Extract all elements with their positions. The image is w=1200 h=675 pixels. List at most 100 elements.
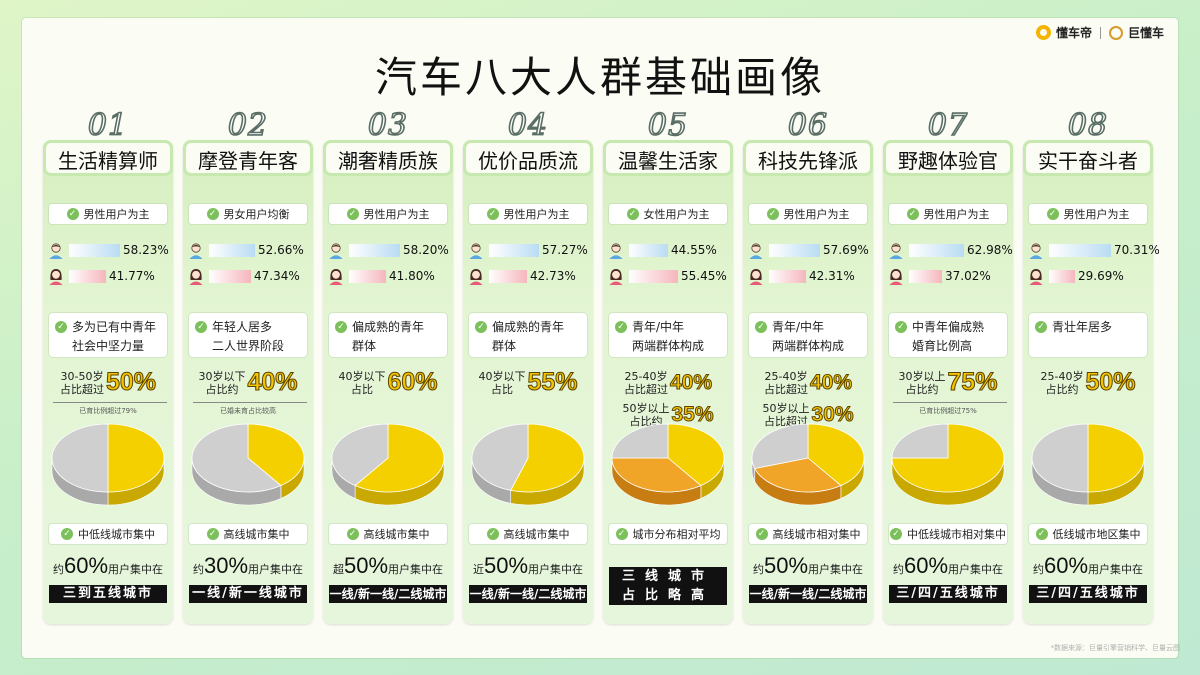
female-share-row: 41.80% [327, 267, 451, 285]
city-tier-tag: ✓ 城市分布相对平均 [609, 524, 727, 544]
age-pie-chart [891, 423, 1005, 506]
age-profile-text: 多为已有中青年 社会中坚力量 [72, 318, 156, 356]
age-stat-1-range: 25-40岁 [1040, 369, 1084, 383]
check-icon: ✓ [766, 208, 779, 220]
male-share-bar [349, 243, 400, 257]
city-tier-tag: ✓ 中低线城市相对集中 [889, 524, 1007, 544]
city-share-suffix: 用户集中在 [808, 563, 864, 576]
city-share-suffix: 用户集中在 [248, 563, 304, 576]
persona-card: 温馨生活家 ✓ 女性用户为主 44.55% 55.45% ✓ 青年/中年 两端群体构成 25-4… [603, 140, 733, 624]
age-stat-1: 25-40岁 占比超过 40% [743, 370, 873, 396]
city-tier-tag: ✓ 高线城市集中 [189, 524, 307, 544]
age-profile-line-1: 年轻人居多 [212, 320, 273, 334]
male-share-bar [69, 243, 120, 257]
age-stat-2-value: 35% [671, 403, 714, 427]
age-stat-1-label: 30岁以下 占比约 [198, 370, 245, 396]
female-share-value: 37.02% [945, 269, 991, 283]
check-icon: ✓ [1035, 528, 1048, 540]
check-icon: ✓ [486, 208, 499, 220]
age-profile-line-2: 二人世界阶段 [212, 339, 285, 353]
male-user-icon [887, 241, 905, 259]
persona-card: 野趣体验官 ✓ 男性用户为主 62.98% 37.02% ✓ 中青年偏成熟 婚育比例高 30岁以… [883, 140, 1013, 624]
note-divider [193, 402, 307, 403]
age-stat-1-range: 40岁以下 [338, 369, 386, 383]
city-tier-tag-label: 高线城市集中 [223, 528, 290, 541]
age-profile-tag: ✓ 青年/中年 两端群体构成 [609, 313, 727, 357]
age-profile-line-1: 偏成熟的青年 [352, 320, 425, 334]
pie-slice-1 [191, 423, 282, 493]
check-icon: ✓ [615, 528, 628, 540]
age-profile-tag: ✓ 多为已有中青年 社会中坚力量 [49, 313, 167, 357]
persona-number: 08 [1067, 107, 1109, 144]
city-tier-tag-label: 中低线城市相对集中 [907, 528, 1006, 541]
female-share-row: 47.34% [187, 267, 311, 285]
age-stat-1-label: 30-50岁 占比超过 [60, 370, 104, 396]
gender-tag: ✓ 男性用户为主 [889, 204, 1007, 224]
female-user-icon [1027, 267, 1045, 285]
female-share-value: 47.34% [254, 269, 300, 283]
city-tier-bar: 一线/新一线/二线城市 [469, 585, 587, 603]
female-share-row: 29.69% [1027, 267, 1151, 285]
gender-tag-label: 男性用户为主 [1063, 208, 1130, 221]
age-stat-1-value: 50% [1085, 368, 1136, 397]
check-icon: ✓ [906, 208, 919, 220]
persona-name: 优价品质流 [463, 140, 593, 176]
age-profile-line-2: 两端群体构成 [632, 339, 705, 353]
female-share-bar [769, 269, 806, 283]
age-stat-1-label: 25-40岁 占比约 [1040, 370, 1083, 396]
city-share-line: 约60%用户集中在 [1023, 553, 1153, 579]
male-share-value: 44.55% [671, 243, 717, 257]
age-profile-line-1: 青壮年居多 [1052, 320, 1113, 334]
age-profile-text: 青壮年居多 [1052, 318, 1112, 337]
city-tier-tag: ✓ 低线城市地区集中 [1029, 524, 1147, 544]
male-user-icon [1027, 241, 1045, 259]
male-share-row: 57.27% [467, 241, 591, 259]
age-profile-line-2: 群体 [352, 339, 377, 353]
judongche-logo-icon [1108, 25, 1123, 40]
age-profile-tag: ✓ 年轻人居多 二人世界阶段 [189, 313, 307, 357]
male-share-value: 62.98% [967, 243, 1013, 257]
persona-name: 野趣体验官 [883, 140, 1013, 176]
pie-slice-1 [754, 457, 842, 493]
female-share-bar [489, 269, 527, 283]
check-icon: ✓ [1035, 321, 1047, 333]
age-stat-1-value: 75% [947, 368, 998, 397]
male-share-row: 57.69% [747, 241, 871, 259]
age-profile-text: 青年/中年 两端群体构成 [772, 318, 844, 356]
male-share-value: 58.23% [123, 243, 169, 257]
persona-card: 摩登青年客 ✓ 男女用户均衡 52.66% 47.34% ✓ 年轻人居多 二人世界阶段 30岁以… [183, 140, 313, 624]
persona-name: 生活精算师 [43, 140, 173, 176]
marital-note: 已育比例超过79% [79, 407, 137, 415]
pie-slice-0 [247, 423, 305, 486]
check-icon: ✓ [346, 208, 359, 220]
age-profile-tag: ✓ 偏成熟的青年 群体 [329, 313, 447, 357]
city-share-prefix: 约 [192, 563, 204, 576]
age-stat-1-desc: 占比 [350, 382, 373, 396]
age-stat-1-desc: 占比超过 [763, 383, 808, 396]
age-stat-2-value: 30% [811, 403, 854, 427]
city-share-value: 60% [63, 553, 109, 578]
age-stat-1-value: 40% [247, 368, 298, 397]
male-share-bar [909, 243, 964, 257]
brand-logos: 懂车帝 巨懂车 [1035, 24, 1164, 41]
age-stat-1: 30岁以下 占比约 40% [183, 368, 313, 397]
persona-name: 潮奢精质族 [323, 140, 453, 176]
check-icon: ✓ [55, 321, 67, 333]
female-share-bar [69, 269, 106, 283]
check-icon: ✓ [895, 321, 907, 333]
male-share-bar [769, 243, 820, 257]
marital-note: 已育比例超过75% [919, 407, 977, 415]
female-user-icon [187, 267, 205, 285]
city-share-value: 30% [203, 553, 249, 578]
persona-card: 优价品质流 ✓ 男性用户为主 57.27% 42.73% ✓ 偏成熟的青年 群体 40岁以下 占比… [463, 140, 593, 624]
age-stat-2: 50岁以上 占比约 35% [603, 402, 733, 428]
age-stat-1-value: 55% [527, 368, 578, 397]
age-stat-1-desc: 占比超过 [623, 383, 668, 396]
female-share-bar [349, 269, 386, 283]
age-pie-chart [751, 423, 865, 506]
female-user-icon [607, 267, 625, 285]
persona-name: 科技先锋派 [743, 140, 873, 176]
check-icon: ✓ [626, 208, 639, 220]
city-tier-tag-label: 城市分布相对平均 [632, 528, 721, 541]
persona-number: 01 [87, 107, 129, 144]
